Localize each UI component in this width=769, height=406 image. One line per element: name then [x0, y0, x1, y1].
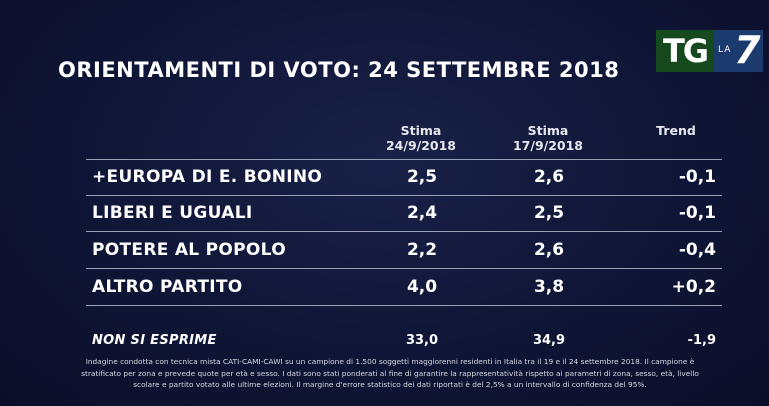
- row-value-stima-17: 2,6: [533, 240, 565, 260]
- table-divider: [86, 268, 722, 269]
- footnote-line: Indagine condotta con tecnica mista CATI…: [85, 357, 695, 366]
- column-header-stima-17: Stima 17/9/2018: [500, 123, 596, 153]
- table-divider: [86, 231, 722, 232]
- page-title: ORIENTAMENTI DI VOTO: 24 SETTEMBRE 2018: [58, 58, 620, 82]
- table-divider: [86, 305, 722, 306]
- column-header-date: 24/9/2018: [385, 138, 456, 153]
- row-value-stima-24: 2,2: [406, 240, 438, 260]
- row-value-stima-24: 4,0: [406, 277, 438, 297]
- column-header-stima-24: Stima 24/9/2018: [373, 123, 469, 153]
- tg-logo-text: TG: [656, 30, 714, 72]
- row-value-stima-17: 2,6: [533, 167, 565, 187]
- table-divider: [86, 195, 722, 196]
- column-header-date: 17/9/2018: [512, 138, 583, 153]
- footnote-line: scolare e partito votato alle ultime ele…: [133, 380, 647, 389]
- column-header-line: Stima: [527, 123, 569, 138]
- la7-logo-block: LA 7: [714, 28, 763, 72]
- la-logo-text: LA: [718, 45, 732, 55]
- non-si-esprime-stima-24: 33,0: [405, 333, 439, 348]
- row-value-trend: -0,4: [678, 240, 716, 260]
- footnote-line: stratificato per zona e prevede quote pe…: [81, 368, 699, 378]
- row-value-stima-24: 2,4: [406, 203, 438, 223]
- table-divider: [86, 159, 722, 160]
- row-label: POTERE AL POPOLO: [92, 240, 286, 260]
- column-header-trend: Trend: [656, 123, 696, 138]
- seven-logo-text: 7: [734, 28, 761, 72]
- row-value-trend: +0,2: [671, 277, 716, 297]
- tg-la7-logo: TG LA 7: [656, 28, 763, 72]
- row-value-stima-17: 3,8: [533, 277, 565, 297]
- row-value-stima-24: 2,5: [406, 167, 438, 187]
- row-label: LIBERI E UGUALI: [92, 203, 253, 223]
- row-label: +EUROPA DI E. BONINO: [92, 167, 323, 187]
- row-value-trend: -0,1: [678, 167, 716, 187]
- non-si-esprime-label: NON SI ESPRIME: [92, 333, 217, 348]
- non-si-esprime-stima-17: 34,9: [532, 333, 566, 348]
- methodology-footnote: Indagine condotta con tecnica mista CATI…: [40, 356, 740, 391]
- row-label: ALTRO PARTITO: [92, 277, 243, 297]
- column-header-line: Stima: [400, 123, 442, 138]
- non-si-esprime-trend: -1,9: [687, 333, 716, 348]
- row-value-stima-17: 2,5: [533, 203, 565, 223]
- row-value-trend: -0,1: [678, 203, 716, 223]
